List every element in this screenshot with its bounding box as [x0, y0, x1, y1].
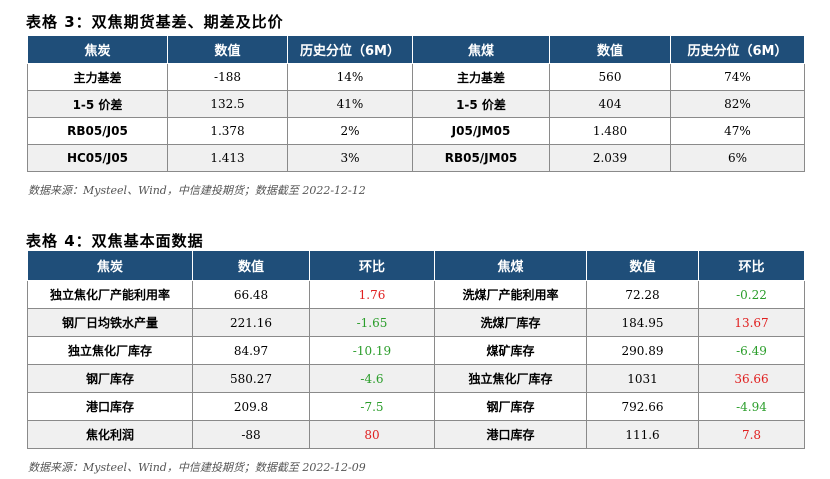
row-label: 洗煤厂库存 [434, 308, 587, 337]
table3-source-note: 数据来源：Mysteel、Wind，中信建投期货；数据截至 2022-12-12 [28, 184, 366, 197]
row-value: 209.8 [192, 392, 310, 421]
table-row: 独立焦化厂库存 84.97 -10.19 煤矿库存 290.89 -6.49 [27, 336, 805, 365]
row-value: 290.89 [586, 336, 699, 365]
row-value: 580.27 [192, 364, 310, 393]
table-row: RB05/J05 1.378 2% J05/JM05 1.480 47% [27, 117, 805, 145]
row-value: 404 [549, 90, 671, 118]
row-value: 221.16 [192, 308, 310, 337]
table-row: 主力基差 -188 14% 主力基差 560 74% [27, 63, 805, 91]
header-coking-coal: 焦煤 [412, 35, 550, 64]
row-label: RB05/J05 [27, 117, 168, 145]
row-change: 36.66 [698, 364, 805, 393]
row-label: RB05/JM05 [412, 144, 550, 172]
row-percentile: 74% [670, 63, 805, 91]
row-change: -4.94 [698, 392, 805, 421]
row-percentile: 3% [287, 144, 413, 172]
header-change: 环比 [309, 250, 435, 281]
header-change: 环比 [698, 250, 805, 281]
row-label: 港口库存 [434, 420, 587, 449]
table4-source-note: 数据来源：Mysteel、Wind，中信建投期货；数据截至 2022-12-09 [28, 461, 366, 474]
row-value: 792.66 [586, 392, 699, 421]
header-value: 数值 [549, 35, 671, 64]
row-value: 72.28 [586, 280, 699, 309]
table-row: 焦化利润 -88 80 港口库存 111.6 7.8 [27, 420, 805, 449]
table-row: 独立焦化厂产能利用率 66.48 1.76 洗煤厂产能利用率 72.28 -0.… [27, 280, 805, 309]
header-percentile: 历史分位（6M） [287, 35, 413, 64]
row-label: 钢厂库存 [434, 392, 587, 421]
table3-basis-spread: 焦炭 数值 历史分位（6M） 焦煤 数值 历史分位（6M） 主力基差 -188 … [27, 35, 805, 172]
row-label: 洗煤厂产能利用率 [434, 280, 587, 309]
row-label: 钢厂库存 [27, 364, 193, 393]
row-change: -0.22 [698, 280, 805, 309]
row-value: 1.413 [167, 144, 288, 172]
row-value: 111.6 [586, 420, 699, 449]
row-change: 1.76 [309, 280, 435, 309]
row-label: 独立焦化厂库存 [27, 336, 193, 365]
row-value: 1031 [586, 364, 699, 393]
row-change: -4.6 [309, 364, 435, 393]
row-label: 煤矿库存 [434, 336, 587, 365]
row-change: -7.5 [309, 392, 435, 421]
row-percentile: 47% [670, 117, 805, 145]
table-row: 1-5 价差 132.5 41% 1-5 价差 404 82% [27, 90, 805, 118]
row-change: 7.8 [698, 420, 805, 449]
row-percentile: 41% [287, 90, 413, 118]
table-header-row: 焦炭 数值 环比 焦煤 数值 环比 [27, 250, 805, 281]
table-header-row: 焦炭 数值 历史分位（6M） 焦煤 数值 历史分位（6M） [27, 35, 805, 64]
row-change: 80 [309, 420, 435, 449]
table4-title: 表格 4：双焦基本面数据 [26, 232, 204, 250]
row-percentile: 6% [670, 144, 805, 172]
row-value: 2.039 [549, 144, 671, 172]
row-label: 独立焦化厂库存 [434, 364, 587, 393]
header-coking-coal: 焦煤 [434, 250, 587, 281]
header-value: 数值 [586, 250, 699, 281]
row-label: 主力基差 [412, 63, 550, 91]
header-coke: 焦炭 [27, 250, 193, 281]
row-label: HC05/J05 [27, 144, 168, 172]
row-percentile: 82% [670, 90, 805, 118]
header-value: 数值 [167, 35, 288, 64]
row-value: 66.48 [192, 280, 310, 309]
header-percentile: 历史分位（6M） [670, 35, 805, 64]
row-value: 84.97 [192, 336, 310, 365]
row-label: 焦化利润 [27, 420, 193, 449]
table-row: HC05/J05 1.413 3% RB05/JM05 2.039 6% [27, 144, 805, 172]
row-value: -188 [167, 63, 288, 91]
row-change: -6.49 [698, 336, 805, 365]
table-row: 港口库存 209.8 -7.5 钢厂库存 792.66 -4.94 [27, 392, 805, 421]
row-percentile: 2% [287, 117, 413, 145]
row-percentile: 14% [287, 63, 413, 91]
table-row: 钢厂库存 580.27 -4.6 独立焦化厂库存 1031 36.66 [27, 364, 805, 393]
row-value: 1.480 [549, 117, 671, 145]
row-value: -88 [192, 420, 310, 449]
table-row: 钢厂日均铁水产量 221.16 -1.65 洗煤厂库存 184.95 13.67 [27, 308, 805, 337]
header-value: 数值 [192, 250, 310, 281]
row-change: -10.19 [309, 336, 435, 365]
row-label: 钢厂日均铁水产量 [27, 308, 193, 337]
row-value: 132.5 [167, 90, 288, 118]
header-coke: 焦炭 [27, 35, 168, 64]
row-label: 港口库存 [27, 392, 193, 421]
row-label: 1-5 价差 [412, 90, 550, 118]
row-label: 主力基差 [27, 63, 168, 91]
row-value: 184.95 [586, 308, 699, 337]
row-value: 560 [549, 63, 671, 91]
row-label: 独立焦化厂产能利用率 [27, 280, 193, 309]
row-value: 1.378 [167, 117, 288, 145]
row-label: J05/JM05 [412, 117, 550, 145]
row-change: 13.67 [698, 308, 805, 337]
row-change: -1.65 [309, 308, 435, 337]
table4-fundamentals: 焦炭 数值 环比 焦煤 数值 环比 独立焦化厂产能利用率 66.48 1.76 … [27, 250, 805, 449]
table3-title: 表格 3：双焦期货基差、期差及比价 [26, 13, 284, 31]
row-label: 1-5 价差 [27, 90, 168, 118]
